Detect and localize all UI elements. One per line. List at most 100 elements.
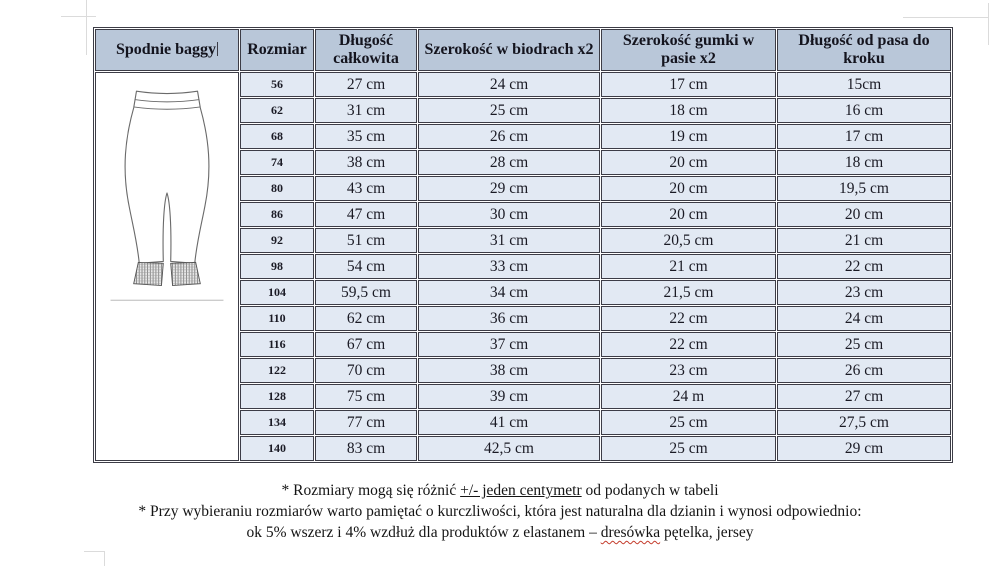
footnote-line-3: ok 5% wszerz i 4% wzdłuż dla produktów z… [246,524,754,541]
measurement-cell: 54 cm [315,254,417,279]
underlined-text: +/- jeden centymetr [460,482,582,499]
measurement-cell: 20 cm [601,202,776,227]
measurement-cell: 39 cm [418,384,600,409]
measurement-cell: 75 cm [315,384,417,409]
footnotes: * Rozmiary mogą się różnić +/- jeden cen… [0,480,1000,543]
table-row: 80 43 cm 29 cm 20 cm 19,5 cm [95,176,951,201]
size-cell: 98 [240,254,314,279]
size-cell: 92 [240,228,314,253]
table-row: 74 38 cm 28 cm 20 cm 18 cm [95,150,951,175]
measurement-cell: 18 cm [601,98,776,123]
measurement-cell: 24 cm [418,72,600,97]
measurement-cell: 25 cm [601,410,776,435]
measurement-cell: 22 cm [601,306,776,331]
measurement-cell: 25 cm [777,332,951,357]
measurement-cell: 20 cm [601,176,776,201]
size-cell: 140 [240,436,314,461]
product-title-header: Spodnie baggy [95,29,239,71]
measurement-cell: 22 cm [601,332,776,357]
measurement-cell: 25 cm [418,98,600,123]
measurement-cell: 29 cm [418,176,600,201]
measurement-cell: 22 cm [777,254,951,279]
table-row: 86 47 cm 30 cm 20 cm 20 cm [95,202,951,227]
measurement-cell: 30 cm [418,202,600,227]
column-header-waist-to-crotch: Długość od pasa do kroku [777,29,951,71]
table-row: 134 77 cm 41 cm 25 cm 27,5 cm [95,410,951,435]
size-cell: 74 [240,150,314,175]
measurement-cell: 20,5 cm [601,228,776,253]
page-boundary-mark [104,551,105,566]
page-boundary-mark [86,0,87,55]
measurement-cell: 38 cm [418,358,600,383]
measurement-cell: 19,5 cm [777,176,951,201]
footnote-line-1: * Rozmiary mogą się różnić +/- jeden cen… [281,482,719,499]
size-cell: 80 [240,176,314,201]
text-cursor [217,42,219,56]
size-cell: 56 [240,72,314,97]
column-header-total-length: Długość całkowita [315,29,417,71]
measurement-cell: 70 cm [315,358,417,383]
size-cell: 134 [240,410,314,435]
measurement-cell: 27 cm [315,72,417,97]
table-row: 110 62 cm 36 cm 22 cm 24 cm [95,306,951,331]
size-cell: 128 [240,384,314,409]
measurement-cell: 16 cm [777,98,951,123]
table-row: 128 75 cm 39 cm 24 m 27 cm [95,384,951,409]
measurement-cell: 33 cm [418,254,600,279]
measurement-cell: 31 cm [315,98,417,123]
size-cell: 68 [240,124,314,149]
column-header-hip-width: Szerokość w biodrach x2 [418,29,600,71]
table-row: 62 31 cm 25 cm 18 cm 16 cm [95,98,951,123]
spellcheck-flagged-word: dresówka [600,524,661,541]
size-cell: 110 [240,306,314,331]
table-row: 122 70 cm 38 cm 23 cm 26 cm [95,358,951,383]
product-title: Spodnie baggy [115,41,217,58]
product-image-cell [95,72,239,461]
measurement-cell: 35 cm [315,124,417,149]
measurement-cell: 17 cm [601,72,776,97]
measurement-cell: 21 cm [601,254,776,279]
measurement-cell: 47 cm [315,202,417,227]
size-cell: 122 [240,358,314,383]
measurement-cell: 15cm [777,72,951,97]
size-table-body: 56 27 cm 24 cm 17 cm 15cm 62 31 cm 25 cm 18 cm 16… [95,72,951,461]
measurement-cell: 24 m [601,384,776,409]
measurement-cell: 23 cm [777,280,951,305]
measurement-cell: 77 cm [315,410,417,435]
size-chart-table: Spodnie baggy Rozmiar Długość całkowita … [93,27,953,463]
measurement-cell: 23 cm [601,358,776,383]
measurement-cell: 38 cm [315,150,417,175]
measurement-cell: 20 cm [777,202,951,227]
measurement-cell: 37 cm [418,332,600,357]
baggy-pants-sketch [110,90,224,302]
measurement-cell: 42,5 cm [418,436,600,461]
size-cell: 86 [240,202,314,227]
measurement-cell: 18 cm [777,150,951,175]
measurement-cell: 21,5 cm [601,280,776,305]
measurement-cell: 83 cm [315,436,417,461]
table-row: 56 27 cm 24 cm 17 cm 15cm [95,72,951,461]
table-row: 116 67 cm 37 cm 22 cm 25 cm [95,332,951,357]
measurement-cell: 27 cm [777,384,951,409]
measurement-cell: 28 cm [418,150,600,175]
measurement-cell: 17 cm [777,124,951,149]
measurement-cell: 25 cm [601,436,776,461]
measurement-cell: 21 cm [777,228,951,253]
table-row: 140 83 cm 42,5 cm 25 cm 29 cm [95,436,951,461]
measurement-cell: 31 cm [418,228,600,253]
measurement-cell: 67 cm [315,332,417,357]
page-boundary-mark [84,551,105,552]
size-cell: 116 [240,332,314,357]
measurement-cell: 26 cm [418,124,600,149]
measurement-cell: 59,5 cm [315,280,417,305]
table-row: 68 35 cm 26 cm 19 cm 17 cm [95,124,951,149]
page-boundary-mark [903,17,989,18]
footnote-line-2: * Przy wybieraniu rozmiarów warto pamięt… [138,503,862,520]
size-cell: 62 [240,98,314,123]
measurement-cell: 29 cm [777,436,951,461]
measurement-cell: 36 cm [418,306,600,331]
measurement-cell: 24 cm [777,306,951,331]
table-row: 104 59,5 cm 34 cm 21,5 cm 23 cm [95,280,951,305]
header-row: Spodnie baggy Rozmiar Długość całkowita … [95,29,951,71]
measurement-cell: 34 cm [418,280,600,305]
